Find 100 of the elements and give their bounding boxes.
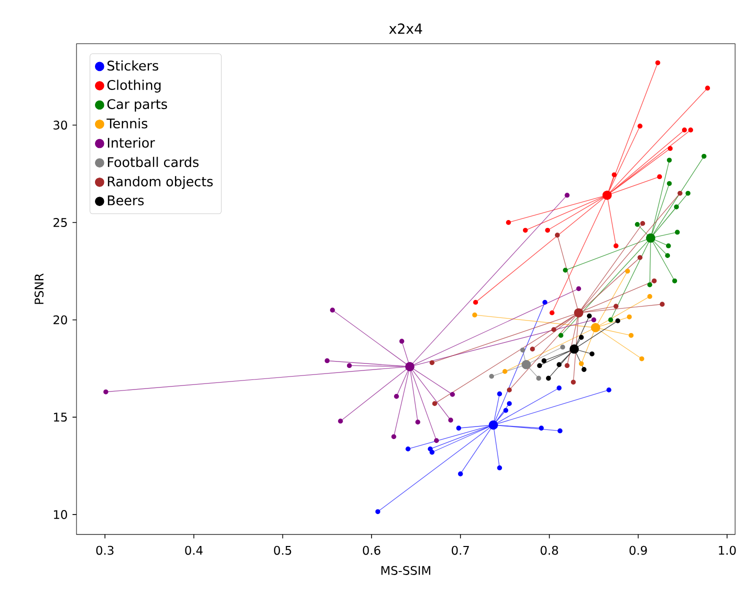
legend-label: Beers xyxy=(108,195,144,206)
point xyxy=(666,243,671,248)
y-tick-label: 25 xyxy=(54,218,67,227)
point xyxy=(640,220,646,226)
point xyxy=(660,302,665,307)
legend-label: Football cards xyxy=(108,156,199,168)
point xyxy=(103,389,108,394)
point xyxy=(558,428,562,434)
point xyxy=(497,465,502,470)
point xyxy=(542,300,548,305)
legend-label: Interior xyxy=(108,137,155,148)
point xyxy=(497,391,502,396)
x-tick-label: 0.6 xyxy=(362,546,380,555)
point xyxy=(537,363,542,368)
point xyxy=(391,434,396,440)
point xyxy=(657,174,662,180)
legend-label: Stickers xyxy=(108,60,158,71)
point xyxy=(520,348,526,352)
legend-label: Tennis xyxy=(106,118,148,128)
point xyxy=(458,471,463,476)
point xyxy=(638,255,642,260)
point xyxy=(346,363,352,368)
point xyxy=(665,253,670,258)
point xyxy=(682,127,687,132)
x-tick-label: 0.3 xyxy=(96,546,114,555)
point xyxy=(647,294,652,299)
point xyxy=(688,127,694,132)
point xyxy=(550,310,554,316)
x-tick-label: 0.9 xyxy=(630,546,647,555)
point xyxy=(473,300,478,305)
y-tick-label: 10 xyxy=(54,510,68,520)
x-tick-label: 0.8 xyxy=(540,546,558,555)
point xyxy=(415,420,420,424)
point xyxy=(582,367,586,372)
point xyxy=(489,374,494,379)
x-tick-label: 0.5 xyxy=(274,546,292,555)
point xyxy=(666,181,672,186)
point xyxy=(430,450,434,455)
point xyxy=(432,401,438,406)
legend-label: Clothing xyxy=(107,80,161,93)
point xyxy=(578,334,584,340)
point xyxy=(556,386,562,390)
point xyxy=(530,346,535,352)
point xyxy=(502,368,508,374)
point xyxy=(542,358,546,364)
point xyxy=(506,220,511,225)
point xyxy=(536,376,542,381)
point xyxy=(394,394,399,399)
point xyxy=(652,278,657,284)
point xyxy=(590,351,594,356)
point xyxy=(456,426,462,431)
x-tick-label: 1.0 xyxy=(718,546,736,555)
point xyxy=(686,190,690,196)
point xyxy=(556,362,562,368)
legend-label: Car parts xyxy=(107,99,168,112)
point xyxy=(330,308,335,313)
point xyxy=(406,446,410,452)
point xyxy=(586,313,592,318)
point xyxy=(570,380,576,385)
point xyxy=(638,124,642,128)
point xyxy=(639,356,644,362)
point xyxy=(614,243,618,248)
x-tick-label: 0.4 xyxy=(185,546,203,555)
y-tick-label: 30 xyxy=(54,120,68,130)
point xyxy=(562,268,568,273)
point xyxy=(430,360,434,366)
point xyxy=(612,172,617,178)
point xyxy=(448,418,454,423)
point xyxy=(674,230,680,235)
point xyxy=(324,358,330,364)
point xyxy=(655,60,660,66)
point xyxy=(546,376,551,381)
point xyxy=(705,86,710,91)
point xyxy=(545,228,550,233)
y-tick-label: 15 xyxy=(54,412,67,422)
point xyxy=(606,387,612,392)
legend-label: Random objects xyxy=(108,176,213,189)
point xyxy=(506,387,512,392)
point xyxy=(551,327,556,332)
point xyxy=(564,192,570,198)
point xyxy=(678,190,682,196)
point xyxy=(558,332,564,338)
point xyxy=(615,318,620,324)
point xyxy=(399,338,404,344)
point xyxy=(522,228,528,233)
x-tick-label: 0.7 xyxy=(452,546,469,555)
point xyxy=(674,204,679,210)
point xyxy=(591,317,596,322)
point xyxy=(434,438,439,443)
point xyxy=(626,314,632,320)
point xyxy=(506,401,512,406)
y-tick-label: 20 xyxy=(54,315,68,324)
point xyxy=(564,363,570,368)
point xyxy=(578,361,584,366)
point xyxy=(628,332,634,338)
point xyxy=(666,158,672,163)
point xyxy=(702,154,706,159)
point xyxy=(472,312,478,318)
point xyxy=(647,282,652,288)
point xyxy=(608,317,614,322)
